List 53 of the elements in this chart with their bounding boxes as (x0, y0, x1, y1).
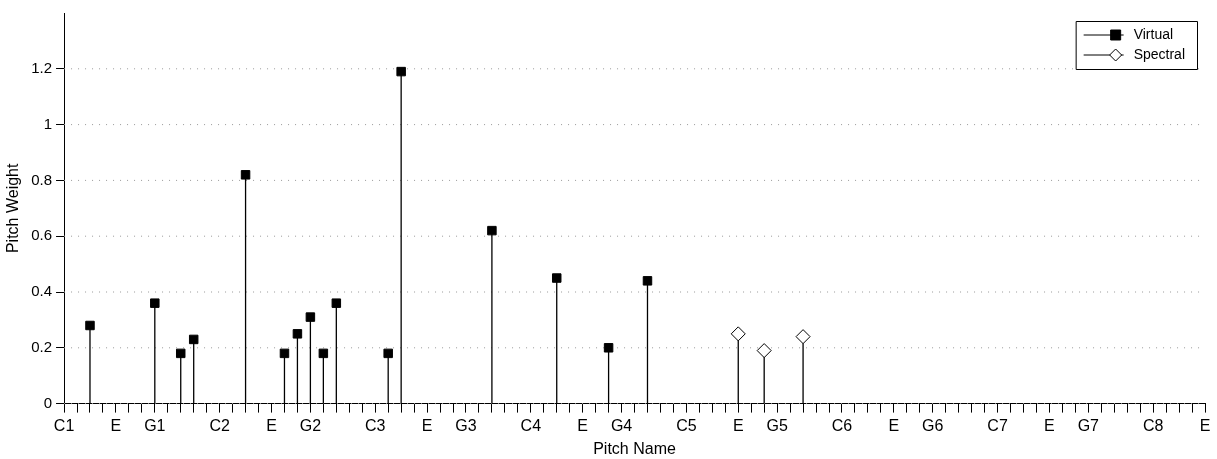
x-tick-label: C7 (987, 416, 1008, 434)
x-tick-label: C8 (1142, 416, 1164, 434)
y-tick-label: 0.2 (31, 337, 53, 355)
point (396, 66, 406, 77)
x-tick-label: C4 (520, 416, 542, 434)
x-axis-title: Pitch Name (593, 439, 676, 457)
point (383, 348, 393, 359)
point (292, 329, 303, 339)
x-tick-label: G6 (922, 416, 944, 434)
point (305, 312, 316, 322)
point (85, 320, 95, 331)
y-tick-label: 0 (43, 393, 53, 411)
point (603, 343, 614, 353)
x-tick-label: E (732, 416, 744, 434)
point (487, 225, 497, 236)
point (730, 326, 746, 342)
x-tick-label: E (110, 416, 122, 434)
x-tick-label: C5 (676, 416, 697, 434)
x-tick-label: C2 (209, 416, 230, 434)
point (150, 298, 160, 308)
y-tick-label: 1 (43, 114, 53, 132)
point (551, 273, 562, 283)
y-axis-title: Pitch Weight (4, 162, 22, 254)
x-tick-label: E (266, 416, 277, 434)
point (331, 298, 342, 308)
point (188, 334, 199, 345)
point (240, 170, 251, 180)
x-tick-label: C1 (53, 416, 75, 434)
point (318, 348, 329, 359)
x-tick-label: G3 (455, 416, 477, 434)
x-tick-label: G4 (610, 416, 633, 434)
y-tick-label: 1.2 (31, 58, 53, 76)
y-tick-label: 0.4 (31, 282, 53, 300)
x-tick-label: G5 (766, 416, 788, 434)
x-tick-label: E (421, 416, 433, 434)
legend-label: Spectral (1133, 45, 1185, 62)
point (756, 343, 772, 359)
x-tick-label: G7 (1077, 416, 1100, 434)
point (642, 276, 653, 286)
x-tick-label: C3 (364, 416, 386, 434)
x-tick-label: E (1199, 416, 1211, 434)
x-tick-label: G1 (144, 416, 166, 434)
x-tick-label: E (577, 416, 588, 434)
y-tick-label: 0.8 (31, 170, 53, 188)
x-tick-label: E (888, 416, 900, 434)
y-tick-label: 0.6 (31, 226, 53, 244)
point (795, 329, 811, 345)
x-tick-label: E (1044, 416, 1055, 434)
legend-label: Virtual (1133, 25, 1174, 42)
x-tick-label: G2 (299, 416, 322, 434)
x-tick-label: C6 (831, 416, 853, 434)
point (279, 348, 290, 359)
point (176, 348, 186, 359)
